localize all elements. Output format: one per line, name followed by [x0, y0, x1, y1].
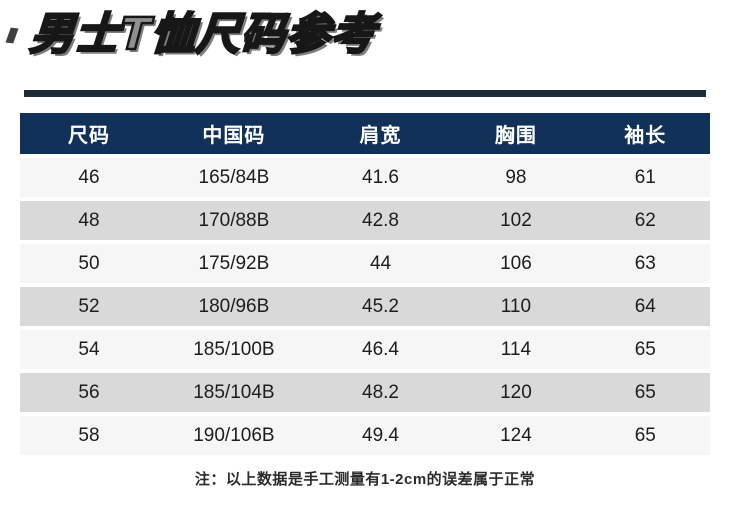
cell-shoulder: 45.2 — [362, 295, 399, 317]
table-row: 54 185/100B 46.4 114 65 — [20, 330, 710, 369]
cell-shoulder: 44 — [369, 252, 392, 274]
cell-size: 54 — [78, 338, 100, 360]
cell-china-size: 175/92B — [198, 252, 270, 274]
table-row: 50 175/92B 44 106 63 — [20, 244, 710, 283]
size-table: 尺码 中国码 肩宽 胸围 袖长 46 165/84B 41.6 98 61 48… — [20, 113, 710, 455]
cell-sleeve: 65 — [634, 381, 656, 403]
cell-china-size: 185/100B — [193, 338, 275, 360]
cell-sleeve: 64 — [634, 295, 656, 317]
cell-chest: 110 — [500, 295, 532, 317]
cell-size: 52 — [78, 295, 100, 317]
cell-china-size: 190/106B — [193, 424, 275, 446]
table-row: 48 170/88B 42.8 102 62 — [20, 201, 710, 240]
cell-chest: 102 — [500, 209, 532, 231]
cell-size: 56 — [78, 381, 100, 403]
cell-shoulder: 49.4 — [362, 424, 399, 446]
col-header-shoulder: 肩宽 — [359, 125, 402, 147]
cell-sleeve: 63 — [634, 252, 656, 274]
cell-sleeve: 65 — [634, 424, 656, 446]
corner-artifact-mark — [5, 27, 19, 44]
cell-china-size: 180/96B — [198, 295, 270, 317]
cell-size: 50 — [78, 252, 100, 274]
page-title: 男士T恤尺码参考 — [27, 8, 379, 62]
cell-sleeve: 61 — [634, 166, 656, 188]
cell-shoulder: 41.6 — [362, 166, 399, 188]
col-header-size: 尺码 — [68, 125, 110, 147]
cell-size: 46 — [78, 166, 100, 188]
table-row: 52 180/96B 45.2 110 64 — [20, 287, 710, 326]
title-divider — [24, 90, 706, 97]
cell-china-size: 170/88B — [198, 209, 270, 231]
table-header-row: 尺码 中国码 肩宽 胸围 袖长 — [20, 113, 710, 154]
cell-shoulder: 42.8 — [362, 209, 399, 231]
col-header-china-size: 中国码 — [202, 125, 266, 147]
col-header-sleeve: 袖长 — [624, 125, 667, 147]
table-row: 56 185/104B 48.2 120 65 — [20, 373, 710, 412]
table-row: 58 190/106B 49.4 124 65 — [20, 416, 710, 455]
cell-sleeve: 62 — [634, 209, 656, 231]
cell-chest: 114 — [500, 338, 532, 360]
cell-shoulder: 46.4 — [362, 338, 399, 360]
cell-china-size: 185/104B — [193, 381, 275, 403]
cell-size: 58 — [78, 424, 100, 446]
table-row: 46 165/84B 41.6 98 61 — [20, 158, 710, 197]
cell-size: 48 — [78, 209, 100, 231]
col-header-chest: 胸围 — [494, 125, 537, 147]
cell-chest: 120 — [500, 381, 532, 403]
cell-china-size: 165/84B — [198, 166, 270, 188]
cell-chest: 124 — [500, 424, 532, 446]
cell-chest: 98 — [505, 166, 527, 188]
cell-shoulder: 48.2 — [362, 381, 399, 403]
cell-chest: 106 — [500, 252, 532, 274]
footnote: 注：以上数据是手工测量有1-2cm的误差属于正常 — [194, 471, 536, 488]
cell-sleeve: 65 — [634, 338, 656, 360]
